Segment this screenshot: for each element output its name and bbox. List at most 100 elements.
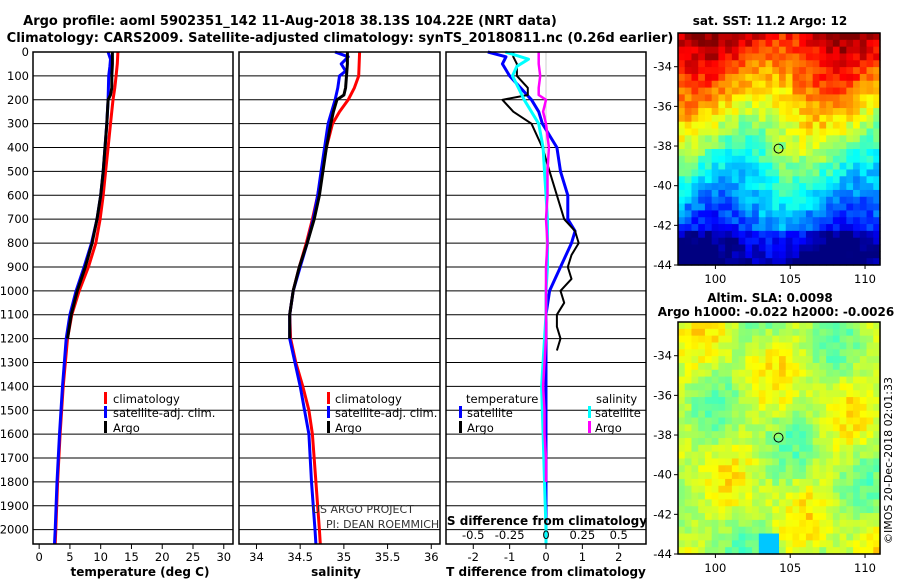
map-cell [819, 506, 827, 514]
map-cell [725, 121, 733, 130]
map-cell [758, 33, 767, 41]
map-cell [698, 217, 706, 225]
temperature-xlabel: temperature (deg C) [71, 565, 210, 579]
map-cell [812, 135, 820, 143]
map-cell [711, 203, 719, 212]
map-cell [792, 67, 800, 75]
map-cell [839, 410, 847, 419]
map-cell [698, 431, 706, 439]
map-cell [826, 506, 834, 514]
x-tick-label: -1 [504, 550, 515, 564]
map-cell [779, 251, 787, 259]
map-cell [792, 519, 800, 528]
map-cell [725, 217, 733, 225]
map-cell [738, 335, 746, 344]
x-tick-label: 20 [155, 550, 170, 564]
map-cell [738, 169, 746, 177]
map-cell [846, 472, 854, 480]
map-cell [698, 53, 706, 61]
map-cell [799, 322, 807, 330]
map-cell [839, 94, 847, 102]
map-cell [846, 203, 854, 212]
map-cell [698, 403, 706, 412]
map-cell [678, 451, 686, 460]
map-cell [738, 39, 746, 48]
map-cell [792, 335, 800, 344]
map-cell [873, 376, 881, 385]
map-cell [718, 67, 726, 75]
map-cell [738, 322, 746, 330]
map-cell [684, 356, 693, 364]
legend-argo-swatch [104, 421, 107, 433]
map-cell [873, 458, 881, 466]
map-cell [704, 465, 713, 473]
temperature-plot-frame [32, 51, 234, 545]
map-cell [758, 410, 767, 419]
map-cell [805, 46, 814, 55]
map-cell [772, 258, 780, 266]
map-cell [873, 230, 881, 239]
legend-s-satellite-label: satellite [595, 406, 641, 420]
map-cell [866, 465, 874, 473]
map-cell [698, 458, 706, 466]
map-cell [826, 458, 834, 466]
lat-tick-label: -34 [653, 60, 672, 74]
map-cell [826, 390, 834, 398]
map-cell [812, 224, 820, 232]
map-cell [799, 251, 807, 259]
map-cell [832, 519, 841, 528]
map-cell [772, 210, 780, 218]
map-cell [819, 485, 827, 494]
map-cell [805, 230, 814, 239]
lat-tick-label: -36 [653, 388, 672, 402]
map-cell [805, 244, 814, 252]
map-cell [678, 176, 686, 184]
map-cell [745, 108, 753, 116]
map-cell [826, 362, 834, 371]
map-cell [758, 519, 767, 528]
map-cell [846, 94, 854, 102]
map-cell [779, 417, 787, 425]
map-cell [738, 397, 746, 405]
credit-pi: PI: DEAN ROEMMICH [326, 518, 439, 531]
map-cell [718, 410, 726, 419]
map-cell [792, 237, 800, 246]
map-cell [684, 237, 693, 246]
map-cell [738, 224, 746, 232]
map-cell [691, 128, 699, 136]
map-cell [866, 60, 874, 68]
map-cell [678, 142, 686, 150]
series-satellite-adj-clim- [288, 50, 350, 545]
map-cell [765, 478, 773, 487]
map-cell [698, 410, 706, 419]
map-cell [691, 94, 699, 102]
map-cell [758, 176, 767, 184]
map-cell [866, 108, 874, 116]
map-cell [819, 417, 827, 425]
map-cell [691, 196, 699, 205]
map-cell [832, 397, 841, 405]
map-cell [832, 540, 841, 548]
map-cell [731, 417, 740, 425]
map-cell [772, 519, 780, 528]
map-cell [684, 533, 693, 541]
map-cell [698, 162, 706, 171]
map-cell [725, 335, 733, 344]
map-cell [792, 397, 800, 405]
map-cell [873, 155, 881, 164]
map-cell [772, 155, 780, 164]
map-cell [684, 540, 693, 548]
map-cell [684, 258, 693, 266]
map-cell [738, 251, 746, 259]
map-cell [698, 547, 706, 555]
map-cell [698, 322, 706, 330]
map-cell [731, 362, 740, 371]
map-cell [745, 94, 753, 102]
map-cell [826, 258, 834, 266]
map-cell [873, 369, 881, 378]
map-cell [711, 87, 719, 96]
map-cell [779, 73, 787, 82]
map-cell [718, 53, 726, 61]
map-cell [711, 513, 719, 521]
map-cell [765, 369, 773, 378]
